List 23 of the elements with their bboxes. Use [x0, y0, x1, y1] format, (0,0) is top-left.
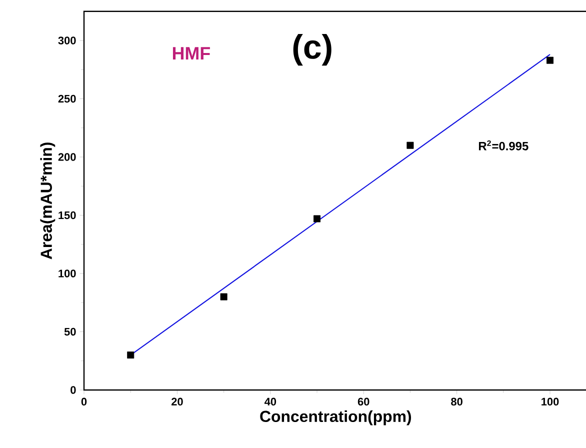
- annotation: HMF: [172, 47, 210, 60]
- x-tick-label: 80: [451, 398, 462, 406]
- annotation: (c): [293, 34, 332, 66]
- point: [127, 352, 134, 359]
- y-tick-label: 100: [58, 270, 76, 278]
- point: [314, 215, 321, 222]
- point: [220, 293, 228, 300]
- point: [406, 142, 414, 149]
- y-tick-label: 150: [58, 211, 76, 220]
- y-tick-label: 300: [58, 36, 76, 44]
- point: [546, 56, 554, 64]
- y-tick-label: 50: [64, 328, 76, 336]
- y-tick-label: 250: [58, 94, 76, 103]
- y-axis-title: Area(mAU*min): [40, 142, 56, 260]
- x-tick-label: 100: [542, 398, 559, 406]
- y-tick-label: 0: [70, 386, 76, 394]
- x-axis-title: Concentration(ppm): [260, 410, 412, 426]
- x-tick-label: 40: [264, 398, 276, 406]
- annotation: R$^{2}$=0.995: [478, 140, 528, 150]
- y-tick-label: 200: [58, 153, 76, 161]
- x-tick-label: 60: [358, 398, 370, 406]
- x-tick-label: 20: [171, 398, 183, 406]
- x-tick-label: 0: [81, 398, 87, 406]
